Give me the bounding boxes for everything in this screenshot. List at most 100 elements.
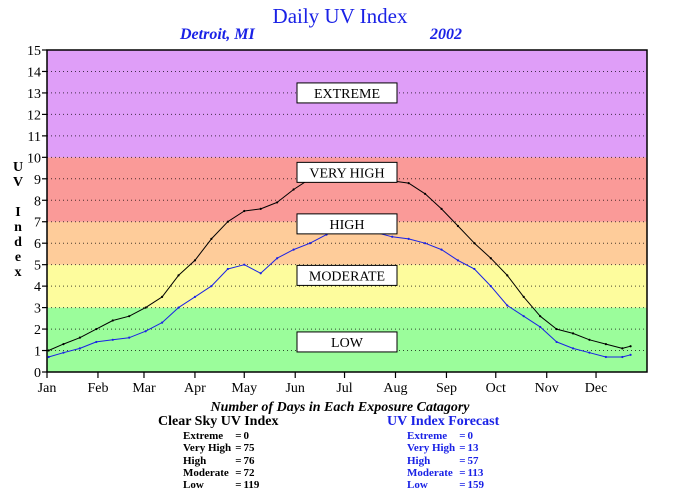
clear-sky-summary-row-label: Moderate (183, 466, 229, 479)
forecast-summary-row-label: Low (407, 479, 428, 492)
x-tick-label: Jun (285, 381, 304, 396)
forecast-summary-row: Extreme = 0 (407, 430, 488, 442)
clear-sky-summary-row-value: 72 (243, 466, 255, 479)
clear-sky-summary-table: Extreme = 0 Very High = 75 High = 76 Moderate = 72 L… (183, 430, 263, 491)
clear-sky-summary-row-equals: = (235, 430, 242, 442)
x-tick-label: Mar (132, 381, 156, 396)
x-tick-label: Jan (38, 381, 57, 396)
forecast-summary-row: Moderate = 113 (407, 467, 488, 479)
data-point (111, 319, 114, 322)
forecast-summary: UV Index Forecast Extreme = 0 Very High = 13 H… (387, 414, 499, 491)
band-label: HIGH (330, 218, 365, 233)
forecast-summary-row-equals: = (459, 430, 466, 442)
forecast-summary-row-equals: = (459, 442, 466, 455)
y-tick-label: 10 (27, 151, 41, 166)
data-point (259, 207, 262, 210)
data-point (407, 237, 410, 241)
data-point (440, 248, 443, 251)
y-tick-label: 4 (34, 280, 41, 295)
data-point (588, 338, 591, 341)
forecast-summary-row-equals: = (459, 466, 466, 479)
clear-sky-summary-title: Clear Sky UV Index (158, 414, 279, 429)
data-point (423, 242, 427, 245)
clear-sky-summary-row-label: Low (183, 479, 204, 492)
data-point (193, 295, 197, 298)
data-point (539, 325, 542, 329)
forecast-summary-row-equals: = (459, 479, 466, 492)
forecast-summary-row-label: Very High (407, 442, 456, 455)
data-point (144, 306, 147, 309)
band-label: EXTREME (314, 87, 380, 102)
x-tick-label: May (231, 381, 257, 396)
y-tick-label: 15 (27, 44, 41, 59)
clear-sky-summary-row-equals: = (235, 479, 242, 492)
data-point (555, 340, 558, 344)
data-point (128, 315, 131, 318)
data-point (276, 257, 279, 260)
data-point (506, 304, 509, 307)
band-label: VERY HIGH (309, 166, 384, 181)
data-point (440, 207, 443, 210)
clear-sky-summary-row: Extreme = 0 (183, 430, 263, 442)
data-point (128, 336, 131, 339)
data-point (144, 330, 147, 333)
forecast-summary-row: Low = 159 (407, 479, 488, 491)
data-point (226, 220, 229, 223)
data-point (62, 342, 65, 346)
data-point (292, 248, 295, 251)
data-point (193, 259, 197, 262)
forecast-summary-row-value: 13 (467, 442, 479, 455)
band-label: LOW (331, 336, 364, 351)
data-point (391, 235, 394, 238)
data-point (95, 327, 98, 331)
data-point (473, 267, 476, 271)
forecast-summary-row-equals: = (459, 454, 466, 467)
data-point (604, 355, 608, 359)
y-tick-label: 2 (34, 323, 41, 338)
data-point (571, 347, 575, 350)
data-point (259, 272, 262, 275)
forecast-summary-title: UV Index Forecast (387, 414, 500, 429)
data-point (160, 321, 164, 324)
x-tick-label: Feb (87, 381, 108, 396)
clear-sky-summary-row-label: High (183, 454, 207, 467)
data-point (571, 332, 575, 335)
data-point (292, 188, 295, 191)
data-point (489, 285, 492, 288)
data-point (243, 209, 246, 213)
y-tick-label: 1 (34, 345, 41, 360)
clear-sky-summary: Clear Sky UV Index Extreme = 0 Very High = 75… (158, 414, 278, 491)
data-point (47, 355, 50, 359)
clear-sky-summary-row-label: Very High (183, 442, 232, 455)
y-tick-label: 14 (27, 65, 41, 80)
clear-sky-summary-row: Moderate = 72 (183, 467, 263, 479)
data-point (621, 355, 624, 359)
y-tick-label: 7 (34, 216, 41, 231)
clear-sky-summary-row-value: 0 (243, 430, 249, 442)
forecast-summary-table: Extreme = 0 Very High = 13 High = 57 Moderate = 113… (407, 430, 488, 491)
data-point (629, 353, 632, 356)
clear-sky-summary-row-value: 75 (243, 442, 255, 455)
data-point (160, 295, 164, 298)
data-point (243, 263, 246, 266)
y-tick-label: 11 (28, 130, 41, 145)
year-label: 2002 (430, 26, 462, 43)
forecast-summary-row-value: 159 (467, 479, 484, 492)
plot-frame (46, 49, 648, 373)
data-point (308, 242, 312, 245)
data-point (473, 242, 476, 245)
clear-sky-summary-row: Very High = 75 (183, 442, 263, 454)
forecast-summary-row-label: High (407, 454, 431, 467)
clear-sky-summary-row-label: Extreme (183, 430, 224, 442)
x-tick-label: Jul (336, 381, 352, 396)
band-label-box (296, 264, 398, 286)
y-tick-label: 5 (34, 259, 41, 274)
data-point (95, 340, 98, 344)
y-tick-label: 8 (34, 194, 41, 209)
forecast-summary-row-value: 113 (467, 466, 484, 479)
band-label-box (296, 161, 398, 183)
data-point (62, 351, 65, 354)
summary-caption: Number of Days in Each Exposure Catagory (210, 400, 470, 415)
forecast-summary-row-value: 0 (467, 430, 473, 442)
